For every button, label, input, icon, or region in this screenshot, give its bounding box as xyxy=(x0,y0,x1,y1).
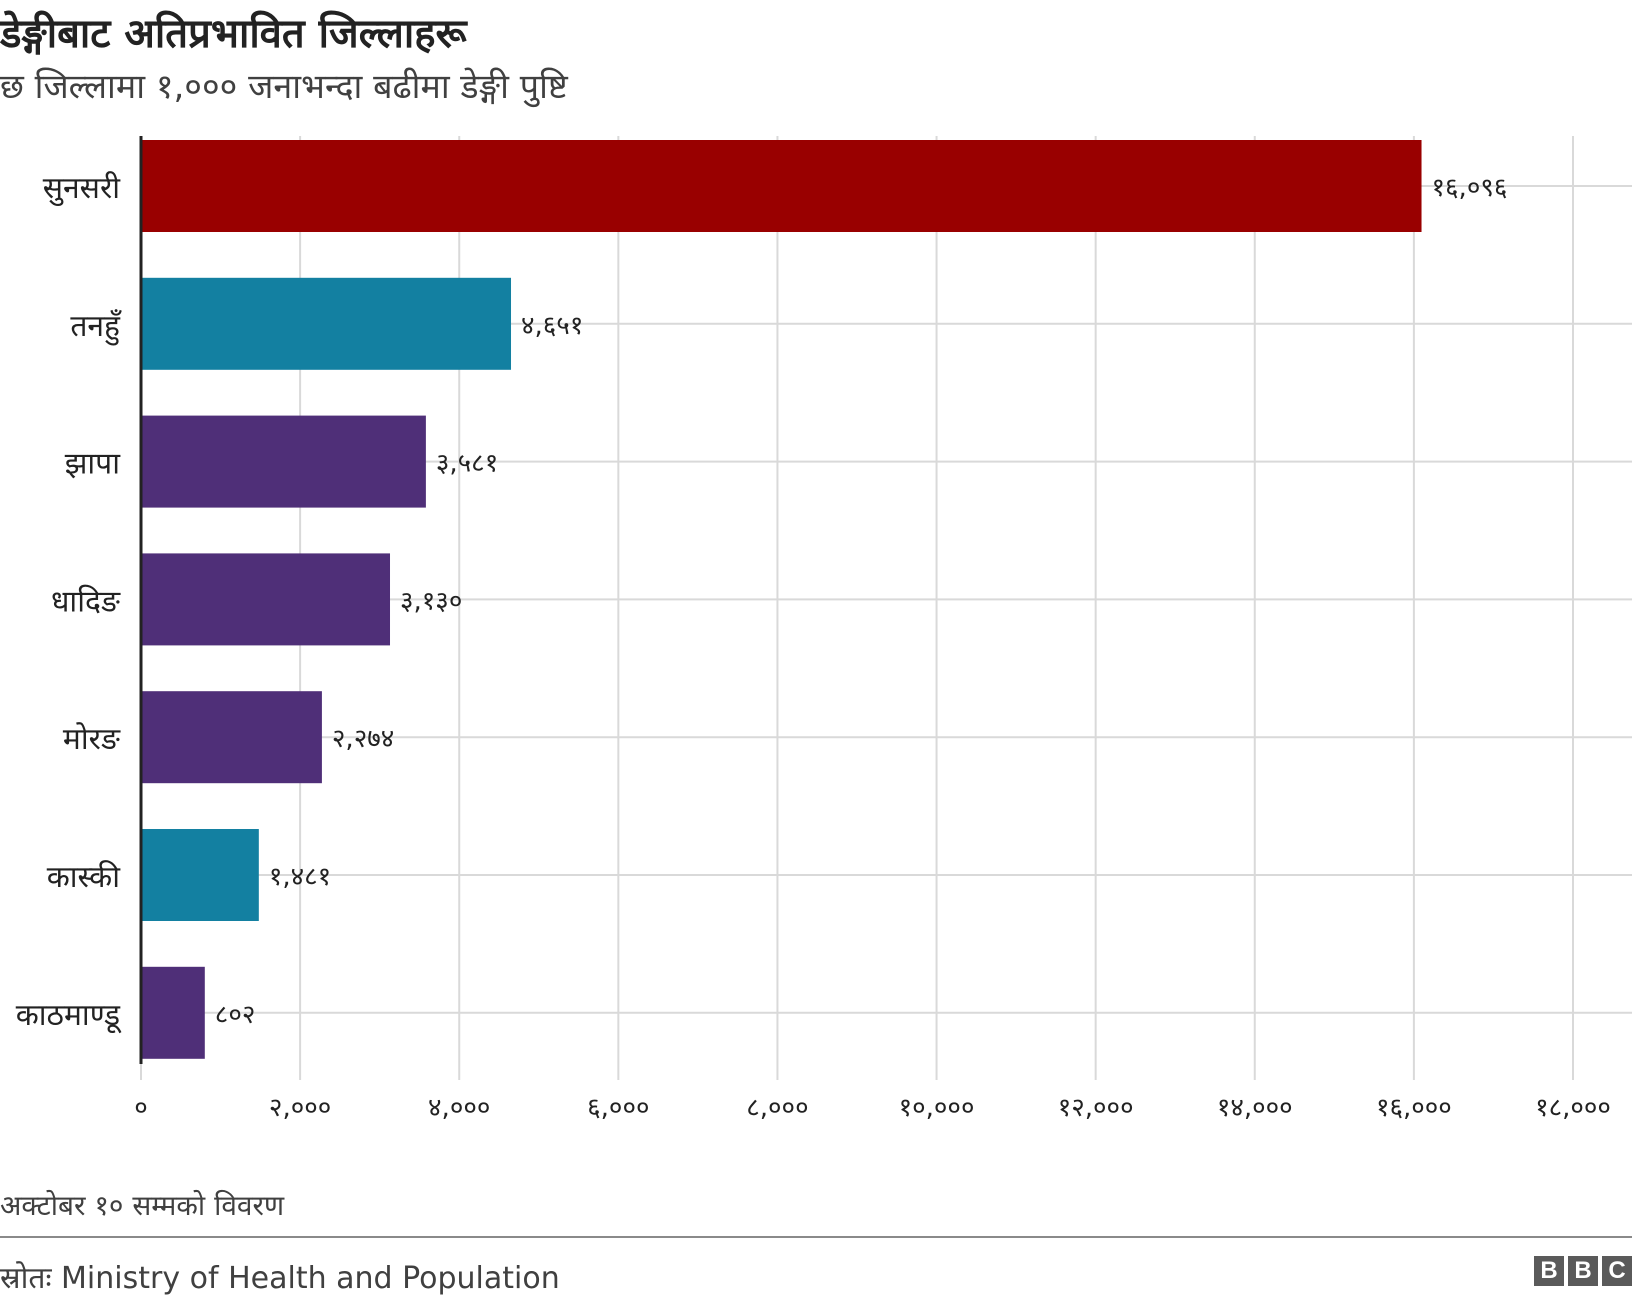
bar xyxy=(141,553,391,646)
logo-letter: C xyxy=(1602,1256,1632,1286)
x-tick-label: १६,००० xyxy=(1376,1093,1452,1123)
category-label: धादिङ xyxy=(51,584,121,619)
value-label: १६,०९६ xyxy=(1432,173,1508,203)
bar xyxy=(141,140,1422,232)
value-label: २,२७४ xyxy=(332,724,394,754)
category-label: काठमाण्डू xyxy=(16,998,122,1034)
bar xyxy=(141,966,205,1059)
logo-letter: B xyxy=(1568,1256,1598,1286)
x-tick-label: ० xyxy=(134,1093,148,1123)
x-tick-label: २,००० xyxy=(269,1093,331,1123)
bars xyxy=(141,140,1422,1059)
x-tick-label: ८,००० xyxy=(746,1093,808,1123)
value-labels: १६,०९६ ४,६५१ ३,५८१ ३,१३० २,२७४ १,४८१ ८०२ xyxy=(215,173,1508,1030)
category-label: सुनसरी xyxy=(43,171,121,207)
bar xyxy=(141,277,512,370)
bar-chart: सुनसरीतनहुँझापाधादिङमोरङकास्कीकाठमाण्डू … xyxy=(16,136,1632,1123)
value-label: १,४८१ xyxy=(269,862,331,892)
category-label: झापा xyxy=(65,447,121,482)
category-label: मोरङ xyxy=(63,722,121,757)
value-label: ३,५८१ xyxy=(436,449,498,479)
value-label: ४,६५१ xyxy=(521,311,583,341)
chart-subtitle: छ जिल्लामा १,००० जनाभन्दा बढीमा डेङ्गी प… xyxy=(0,67,568,107)
logo-letter: B xyxy=(1534,1256,1564,1286)
source-text: स्रोतः Ministry of Health and Population xyxy=(0,1261,560,1296)
category-label: कास्की xyxy=(47,860,122,895)
value-label: ३,१३० xyxy=(400,586,462,616)
bar xyxy=(141,415,426,508)
x-tick-label: ६,००० xyxy=(587,1093,649,1123)
x-tick-label: १०,००० xyxy=(899,1093,975,1123)
category-label: तनहुँ xyxy=(70,309,122,346)
category-labels: सुनसरी तनहुँ झापा धादिङ मोरङ कास्की काठमाण्डू xyxy=(16,171,123,1034)
x-tick-label: १४,००० xyxy=(1217,1093,1293,1123)
value-label: ८०२ xyxy=(215,1000,256,1030)
x-tick-label: १२,००० xyxy=(1058,1093,1134,1123)
footer-divider xyxy=(0,1236,1632,1238)
x-tick-label: ४,००० xyxy=(428,1093,490,1123)
x-tick-label: १८,००० xyxy=(1535,1093,1611,1123)
bar xyxy=(141,691,322,784)
chart-title: डेङ्गीबाट अतिप्रभावित जिल्लाहरू xyxy=(0,11,467,57)
footnote: अक्टोबर १० सम्मको विवरण xyxy=(0,1189,285,1222)
bbc-logo: B B C xyxy=(1534,1256,1632,1286)
x-axis-tick-labels: ० २,००० ४,००० ६,००० ८,००० १०,००० १२,००० १४,००० १… xyxy=(134,1093,1611,1123)
bar xyxy=(141,829,259,921)
